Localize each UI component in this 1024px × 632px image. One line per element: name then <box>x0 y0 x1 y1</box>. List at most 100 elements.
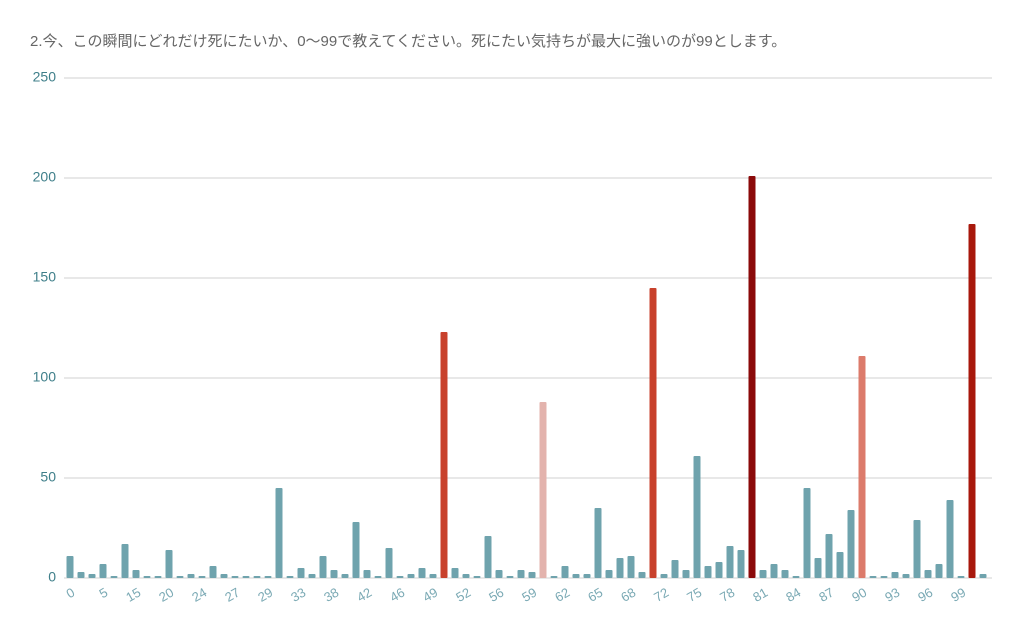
bar <box>715 562 723 578</box>
x-tick-label: 99 <box>948 585 968 605</box>
x-tick-label: 78 <box>717 585 737 605</box>
x-tick-label: 72 <box>651 585 671 605</box>
bar <box>671 560 679 578</box>
bar <box>517 570 525 578</box>
y-tick-label: 100 <box>33 369 57 385</box>
x-tick-label: 20 <box>156 585 176 605</box>
x-tick-label: 42 <box>354 585 374 605</box>
bar <box>473 576 481 578</box>
bar <box>693 456 701 578</box>
bar <box>66 556 74 578</box>
bar <box>506 576 514 578</box>
bar <box>770 564 778 578</box>
x-tick-label: 87 <box>816 585 836 605</box>
bar <box>847 510 855 578</box>
bar <box>902 574 910 578</box>
bar <box>253 576 261 578</box>
bar <box>638 572 646 578</box>
bar <box>484 536 492 578</box>
bar <box>495 570 503 578</box>
bar <box>957 576 965 578</box>
bar <box>803 488 811 578</box>
bar <box>605 570 613 578</box>
bar <box>429 574 437 578</box>
bar <box>374 576 382 578</box>
bar <box>462 574 470 578</box>
bar <box>616 558 624 578</box>
bar <box>154 576 162 578</box>
bar <box>726 546 734 578</box>
bar <box>385 548 393 578</box>
x-tick-label: 62 <box>552 585 572 605</box>
bar <box>297 568 305 578</box>
bar <box>627 556 635 578</box>
bar <box>352 522 360 578</box>
bar <box>594 508 602 578</box>
bar <box>946 500 954 578</box>
bar <box>187 574 195 578</box>
x-tick-label: 38 <box>321 585 341 605</box>
x-tick-label: 81 <box>750 585 770 605</box>
bar <box>198 576 206 578</box>
y-tick-label: 150 <box>33 269 57 285</box>
bar <box>165 550 173 578</box>
bar <box>792 576 800 578</box>
bar <box>176 576 184 578</box>
y-tick-label: 250 <box>33 69 57 85</box>
bar <box>451 568 459 578</box>
y-tick-label: 0 <box>48 569 56 585</box>
x-tick-label: 52 <box>453 585 473 605</box>
bar <box>99 564 107 578</box>
bar <box>121 544 129 578</box>
x-tick-label: 24 <box>189 585 209 605</box>
bar <box>308 574 316 578</box>
bar <box>440 332 448 578</box>
bar <box>220 574 228 578</box>
x-tick-label: 15 <box>123 585 143 605</box>
x-tick-label: 59 <box>519 585 539 605</box>
bar <box>737 550 745 578</box>
bar <box>572 574 580 578</box>
bar <box>264 576 272 578</box>
x-tick-label: 56 <box>486 585 506 605</box>
bar <box>704 566 712 578</box>
bar <box>561 566 569 578</box>
bar <box>286 576 294 578</box>
bar <box>781 570 789 578</box>
bar <box>979 574 987 578</box>
bar <box>836 552 844 578</box>
y-tick-label: 200 <box>33 169 57 185</box>
bar <box>825 534 833 578</box>
bar <box>682 570 690 578</box>
bar <box>550 576 558 578</box>
x-tick-label: 90 <box>849 585 869 605</box>
bar <box>231 576 239 578</box>
bar <box>858 356 866 578</box>
bar <box>330 570 338 578</box>
x-tick-label: 84 <box>783 585 803 605</box>
bar <box>913 520 921 578</box>
bar <box>363 570 371 578</box>
bar <box>869 576 877 578</box>
x-tick-label: 49 <box>420 585 440 605</box>
x-tick-label: 29 <box>255 585 275 605</box>
bar <box>319 556 327 578</box>
bar <box>968 224 976 578</box>
bar <box>748 176 756 578</box>
bar <box>539 402 547 578</box>
bar <box>396 576 404 578</box>
bar <box>407 574 415 578</box>
bar <box>418 568 426 578</box>
x-tick-label: 46 <box>387 585 407 605</box>
chart-title: 2.今、この瞬間にどれだけ死にたいか、0〜99で教えてください。死にたい気持ちが… <box>30 33 786 50</box>
y-tick-label: 50 <box>40 469 56 485</box>
bar <box>275 488 283 578</box>
bar <box>759 570 767 578</box>
bar <box>528 572 536 578</box>
bar <box>880 576 888 578</box>
x-tick-label: 65 <box>585 585 605 605</box>
bar <box>814 558 822 578</box>
bar <box>649 288 657 578</box>
bar <box>341 574 349 578</box>
